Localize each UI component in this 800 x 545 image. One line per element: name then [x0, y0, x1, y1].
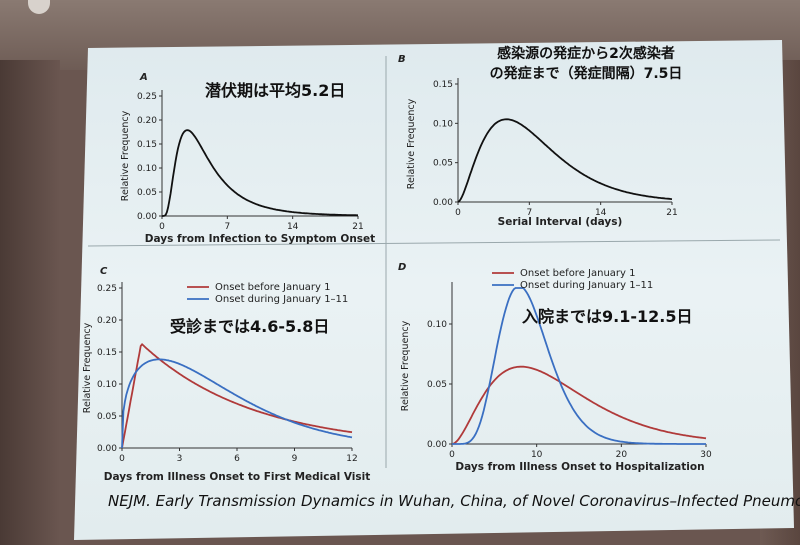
- panel-letter: D: [398, 262, 406, 273]
- y-tick-label: 0.15: [97, 348, 117, 358]
- annotation: 受診までは4.6-5.8日: [170, 317, 329, 336]
- y-tick-label: 0.00: [427, 440, 447, 450]
- x-tick-label: 20: [616, 450, 628, 460]
- chart-panel-c: 0 3 6 9 12 0.00 0.05 0.10 0.15 0.20 0.25 C Relative …: [82, 266, 370, 483]
- y-axis-title: Relative Frequency: [82, 322, 93, 413]
- legend-entry-2: Onset during January 1–11: [520, 280, 653, 291]
- y-tick-label: 0.10: [427, 320, 447, 330]
- x-axis-title: Days from Illness Onset to Hospitalizati…: [455, 461, 704, 473]
- chart-panel-d: 0 10 20 30 0.00 0.05 0.10 D Relative Frequency Da…: [398, 262, 712, 473]
- series-line-2: [452, 287, 706, 445]
- x-tick-label: 6: [234, 454, 240, 464]
- x-tick-label: 3: [177, 454, 183, 464]
- series-line-1: [457, 118, 673, 203]
- annotation-line-1: 感染源の発症から2次感染者: [497, 45, 675, 62]
- x-tick-label: 14: [595, 208, 607, 218]
- y-tick-label: 0.05: [97, 412, 117, 422]
- room-wall-left: [0, 60, 60, 545]
- x-tick-label: 0: [449, 450, 455, 460]
- y-tick-label: 0.05: [137, 188, 157, 198]
- x-tick-label: 30: [700, 450, 712, 460]
- x-tick-label: 7: [224, 222, 230, 232]
- x-tick-label: 10: [531, 450, 543, 460]
- annotation: 入院までは9.1-12.5日: [522, 307, 692, 326]
- y-axis-title: Relative Frequency: [120, 110, 131, 201]
- x-tick-label: 14: [287, 222, 299, 232]
- y-tick-label: 0.15: [433, 80, 453, 90]
- series-line-1: [451, 365, 707, 445]
- y-tick-label: 0.05: [427, 380, 447, 390]
- y-tick-label: 0.10: [137, 164, 157, 174]
- slide-background: [74, 40, 794, 540]
- legend-entry-1: Onset before January 1: [520, 268, 635, 279]
- divider-horizontal: [87, 239, 781, 247]
- annotation: 潜伏期は平均5.2日: [205, 81, 345, 100]
- y-tick-label: 0.20: [97, 316, 117, 326]
- x-axis-title: Serial Interval (days): [498, 216, 623, 228]
- y-tick-label: 0.10: [433, 119, 453, 129]
- y-tick-label: 0.05: [433, 159, 453, 169]
- annotation-line-2: の発症まで（発症間隔）7.5日: [490, 65, 683, 82]
- panel-letter: B: [398, 54, 406, 65]
- x-tick-label: 0: [159, 222, 165, 232]
- chart-panel-b: 0 7 14 21 0.00 0.05 0.10 0.15 B Relative Frequenc…: [398, 45, 682, 228]
- x-tick-label: 0: [119, 454, 125, 464]
- y-tick-label: 0.25: [137, 92, 157, 102]
- x-tick-label: 7: [526, 208, 532, 218]
- x-axis-title: Days from Illness Onset to First Medical…: [104, 471, 371, 483]
- x-tick-label: 21: [352, 222, 363, 232]
- legend-entry-1: Onset before January 1: [215, 282, 330, 293]
- y-axis-title: Relative Frequency: [406, 98, 417, 189]
- panel-letter: C: [100, 266, 108, 277]
- ceiling-light: [28, 0, 50, 14]
- y-tick-label: 0.10: [97, 380, 117, 390]
- y-tick-label: 0.15: [137, 140, 157, 150]
- y-tick-label: 0.00: [97, 444, 117, 454]
- chart-panel-a: 0 7 14 21 0.00 0.05 0.10 0.15 0.20 0.25 A Relative …: [120, 72, 375, 245]
- y-axis-title: Relative Frequency: [400, 320, 411, 411]
- x-tick-label: 0: [455, 208, 461, 218]
- y-tick-label: 0.20: [137, 116, 157, 126]
- x-tick-label: 21: [666, 208, 677, 218]
- y-tick-label: 0.25: [97, 284, 117, 294]
- series-line-1: [162, 129, 358, 217]
- citation-caption: NEJM. Early Transmission Dynamics in Wuh…: [108, 492, 800, 510]
- legend-entry-2: Onset during January 1–11: [215, 294, 348, 305]
- series-line-2: [121, 358, 353, 449]
- y-tick-label: 0.00: [433, 198, 453, 208]
- x-tick-label: 12: [346, 454, 357, 464]
- x-axis-title: Days from Infection to Symptom Onset: [145, 233, 375, 245]
- y-tick-label: 0.00: [137, 212, 157, 222]
- panel-letter: A: [139, 72, 148, 83]
- x-tick-label: 9: [292, 454, 298, 464]
